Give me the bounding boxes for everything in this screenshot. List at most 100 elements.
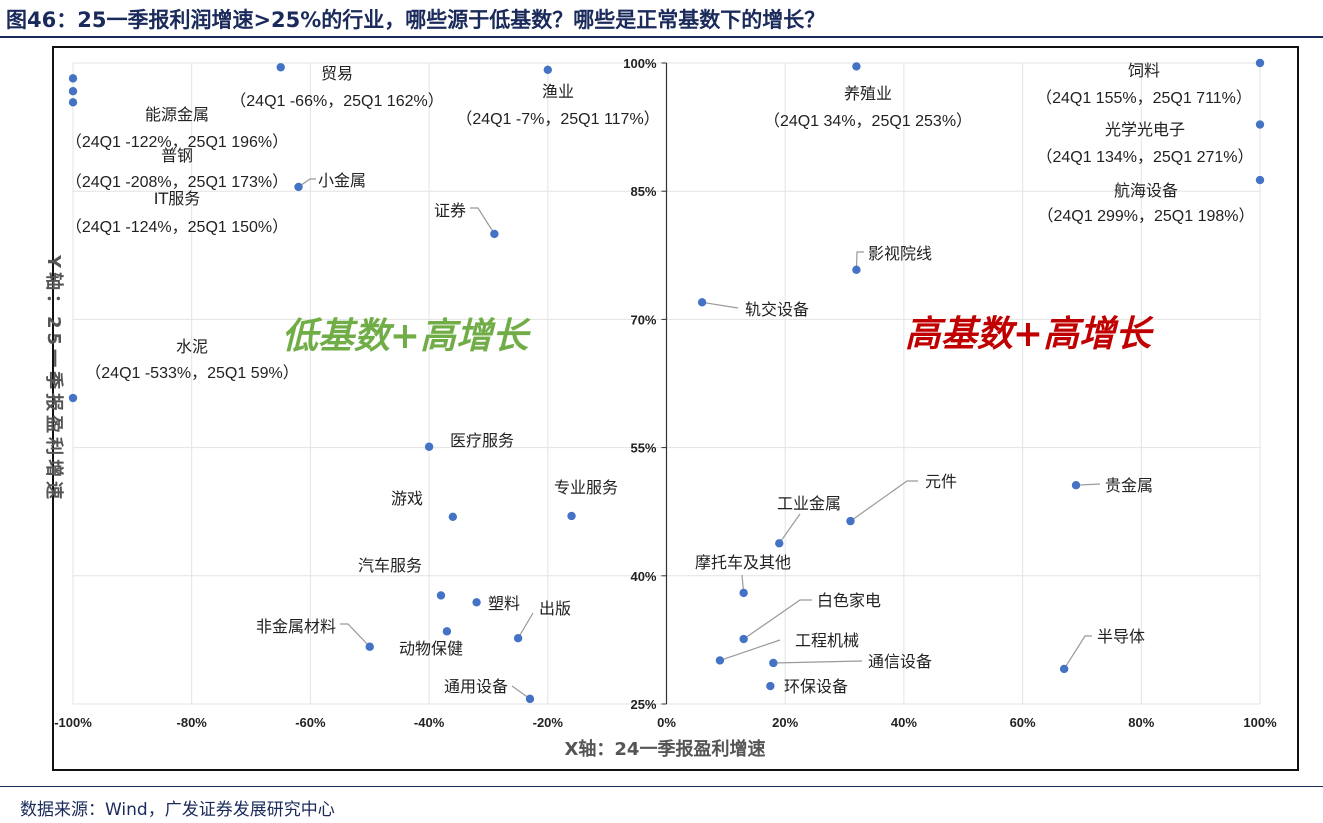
quadrant-label: 低基数+高增长	[282, 315, 531, 357]
point-note: （24Q1 -66%，25Q1 162%）	[230, 92, 443, 110]
data-point	[543, 65, 552, 75]
leader-line	[850, 480, 918, 522]
point-label: 通信设备	[868, 652, 932, 671]
point-label: 饲料	[1128, 61, 1160, 80]
data-point	[769, 658, 778, 668]
data-point	[697, 298, 707, 307]
data-point-group: 非金属材料	[256, 617, 374, 651]
y-tick-label: 25%	[630, 697, 656, 712]
x-tick-label: -100%	[54, 715, 92, 730]
data-point-group: 轨交设备	[697, 298, 809, 319]
data-point-group: 通用设备	[444, 677, 535, 704]
leader-line	[1063, 635, 1092, 670]
point-label: 养殖业	[844, 84, 892, 103]
point-note: （24Q1 -122%，25Q1 196%）	[66, 133, 288, 151]
point-label: 小金属	[318, 171, 366, 190]
data-point	[1255, 120, 1265, 129]
x-tick-label: -20%	[533, 715, 564, 730]
data-point-group: 小金属	[294, 171, 366, 192]
plot-frame	[52, 46, 1299, 771]
point-label: 渔业	[542, 82, 574, 101]
point-note: （24Q1 -7%，25Q1 117%）	[456, 110, 659, 128]
point-label: 游戏	[391, 489, 423, 508]
point-label: 贵金属	[1105, 476, 1153, 495]
x-tick-label: 60%	[1010, 715, 1036, 730]
y-tick-label: 100%	[623, 56, 657, 71]
data-point-group: 航海设备 （24Q1 299%，25Q1 198%）	[1037, 175, 1265, 225]
data-point	[775, 539, 784, 548]
data-point	[68, 74, 78, 83]
point-note: （24Q1 34%，25Q1 253%）	[764, 112, 972, 130]
data-point	[294, 182, 303, 192]
figure-title: 图46：25一季报利润增速>25%的行业，哪些源于低基数？哪些是正常基数下的增长…	[6, 8, 826, 32]
point-label: 摩托车及其他	[695, 553, 791, 572]
point-label: 能源金属	[145, 105, 209, 124]
point-label: 非金属材料	[256, 617, 336, 636]
point-label: 白色家电	[817, 591, 881, 610]
x-tick-label: 0%	[657, 715, 676, 730]
data-point-group: 汽车服务	[358, 556, 446, 600]
leader-line	[855, 251, 864, 270]
point-label: 航海设备	[1114, 181, 1178, 200]
x-tick-label: -40%	[414, 715, 445, 730]
data-point-group: 渔业 （24Q1 -7%，25Q1 117%）	[456, 65, 660, 128]
data-point-group: 摩托车及其他	[695, 553, 791, 598]
data-point	[448, 512, 458, 522]
point-note: （24Q1 155%，25Q1 711%）	[1036, 89, 1252, 107]
data-point	[276, 63, 285, 72]
source-rule	[0, 786, 1323, 787]
point-label: 通用设备	[444, 677, 508, 696]
point-label: 贸易	[321, 64, 353, 83]
point-note: （24Q1 134%，25Q1 271%）	[1036, 148, 1253, 166]
title-rule	[0, 36, 1323, 38]
leader-line	[517, 612, 534, 639]
x-axis-title: X轴：24一季报盈利增速	[565, 738, 766, 760]
point-label: 水泥	[176, 337, 208, 356]
data-point	[852, 265, 861, 275]
point-label: 光学光电子	[1105, 120, 1185, 139]
x-tick-label: 40%	[891, 715, 917, 730]
x-tick-label: 80%	[1128, 715, 1154, 730]
data-point-group: 半导体	[1059, 627, 1145, 674]
point-label: 环保设备	[784, 677, 848, 696]
point-label: 普钢	[161, 146, 193, 165]
data-point-group: 证券	[434, 201, 499, 239]
data-point	[1071, 481, 1081, 490]
data-point	[715, 656, 725, 665]
point-label: 动物保健	[399, 639, 463, 658]
data-point	[1255, 58, 1265, 68]
data-point	[442, 627, 452, 636]
data-point	[525, 694, 535, 704]
x-tick-label: -60%	[295, 715, 326, 730]
point-label: IT服务	[154, 189, 201, 208]
data-point	[436, 591, 446, 600]
data-point	[766, 681, 775, 691]
point-label: 影视院线	[868, 244, 932, 263]
leader-line	[340, 623, 371, 648]
data-point	[68, 87, 78, 96]
data-point	[68, 98, 78, 107]
data-point-group: 普钢 （24Q1 -208%，25Q1 173%）	[66, 87, 288, 191]
data-point-group: 贵金属	[1071, 476, 1153, 495]
quadrant-label: 高基数+高增长	[905, 313, 1154, 355]
data-point-group: 贸易 （24Q1 -66%，25Q1 162%）	[230, 63, 444, 110]
data-point-group: 光学光电子 （24Q1 134%，25Q1 271%）	[1036, 120, 1265, 166]
data-point	[472, 598, 481, 607]
data-point-group: 养殖业 （24Q1 34%，25Q1 253%）	[764, 62, 972, 130]
point-label: 半导体	[1097, 627, 1145, 646]
data-point	[739, 588, 748, 598]
data-point-group: 通信设备	[769, 652, 932, 671]
point-note: （24Q1 299%，25Q1 198%）	[1037, 207, 1254, 225]
leader-line	[702, 301, 739, 309]
leader-line	[773, 660, 863, 664]
data-point-group: 工业金属	[775, 494, 841, 548]
x-tick-label: 20%	[772, 715, 798, 730]
data-point	[424, 442, 434, 451]
point-label: 出版	[539, 599, 571, 618]
data-point	[852, 62, 861, 71]
point-note: （24Q1 -124%，25Q1 150%）	[66, 218, 288, 236]
data-point	[513, 633, 523, 643]
data-point-group: 游戏	[391, 489, 458, 522]
data-point-group: IT服务 （24Q1 -124%，25Q1 150%）	[66, 98, 288, 236]
